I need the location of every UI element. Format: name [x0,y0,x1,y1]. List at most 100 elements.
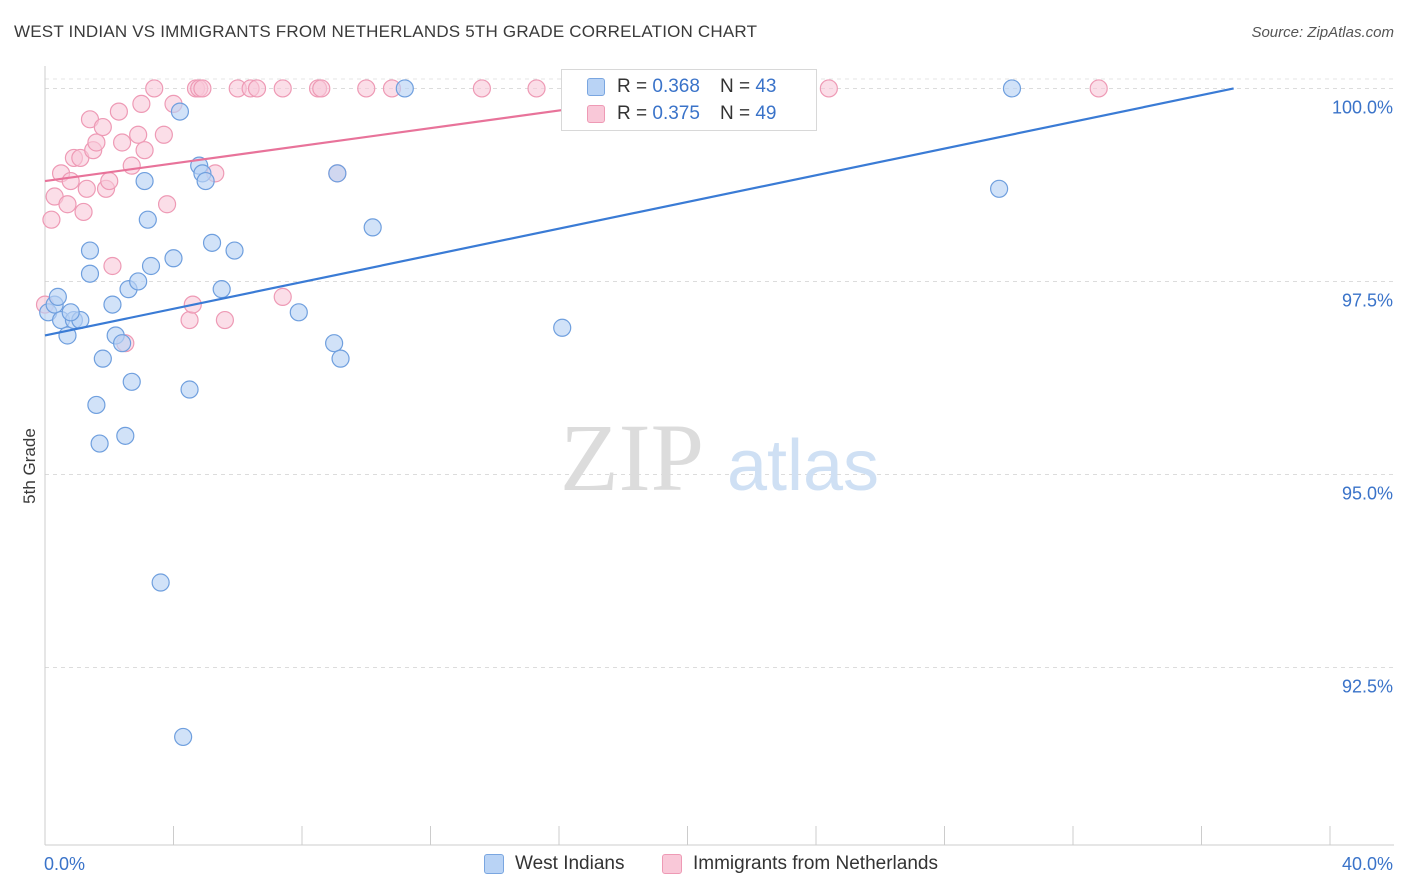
point-west-indians [141,256,161,276]
y-tick-label: 92.5% [1342,676,1393,696]
trend-line-west-indians [44,87,1234,337]
point-netherlands [472,79,491,98]
point-west-indians [180,380,199,399]
point-netherlands [154,125,173,144]
tick-labels: 92.5% 95.0% 97.5% 100.0% 0.0% 40.0% [44,97,1393,874]
point-west-indians [363,218,382,237]
point-netherlands [103,256,122,276]
point-west-indians [129,272,148,291]
point-netherlands [180,310,199,330]
point-west-indians [135,171,154,191]
legend-n-value: 43 [755,76,777,97]
legend-r-value: 0.375 [652,103,700,124]
point-west-indians [395,79,414,98]
y-tick-label: 100.0% [1332,97,1393,117]
point-west-indians [164,249,183,268]
point-west-indians [553,318,572,337]
point-west-indians [225,241,244,260]
point-netherlands [527,79,546,98]
x-tick-label-max: 40.0% [1342,854,1393,874]
source-label: Source: ZipAtlas.com [1251,24,1394,41]
watermark-atlas: atlas [727,426,879,506]
point-netherlands [247,79,267,98]
point-west-indians [289,303,308,322]
correlation-legend: R = 0.368 N = 43 R = 0.375 N = 49 [561,69,817,131]
point-west-indians [80,241,100,260]
point-west-indians [48,287,67,306]
point-west-indians [122,372,141,391]
bottom-legend-west-indians: West Indians [484,851,624,877]
point-west-indians [93,349,112,368]
point-west-indians [116,426,135,445]
bottom-legend-swatch-pink [662,854,682,874]
legend-n-label: N = [719,76,751,97]
point-west-indians [328,164,347,183]
point-west-indians [151,573,170,592]
legend-r-label: R = [617,103,648,124]
y-tick-label: 95.0% [1342,483,1393,503]
point-netherlands [273,79,292,98]
x-tick-label-min: 0.0% [44,854,85,874]
point-west-indians [112,334,132,353]
point-netherlands [109,102,128,121]
point-netherlands [193,79,212,98]
point-west-indians [325,334,344,353]
series-west-indians [39,79,1022,747]
point-netherlands [100,171,119,191]
watermark-zip: ZIP [560,404,704,511]
point-west-indians [196,171,215,191]
chart-title: WEST INDIAN VS IMMIGRANTS FROM NETHERLAN… [14,22,758,41]
point-netherlands [61,171,80,191]
point-netherlands [129,125,148,144]
legend-row-west-indians: R = 0.368 N = 43 [562,74,776,100]
point-west-indians [61,303,80,322]
legend-n-label: N = [719,103,751,124]
point-netherlands [122,156,141,175]
point-west-indians [80,264,100,283]
point-netherlands [42,210,61,229]
series-immigrants-from-netherlands [35,79,1108,353]
legend-swatch-pink [587,105,605,123]
y-tick-label: 97.5% [1342,290,1393,310]
point-west-indians [212,280,231,299]
point-netherlands [357,79,376,98]
bottom-legend-label: Immigrants from Netherlands [693,853,938,874]
point-netherlands [273,287,292,306]
point-west-indians [90,434,109,453]
point-netherlands [112,133,132,152]
bottom-legend-label: West Indians [515,853,625,874]
point-west-indians [87,395,106,415]
point-netherlands [74,202,93,222]
legend-r-label: R = [617,76,648,97]
point-west-indians [138,210,157,229]
point-west-indians [331,349,350,368]
legend-n-value: 49 [755,103,777,124]
legend-row-netherlands: R = 0.375 N = 49 [562,101,776,127]
point-netherlands [58,195,77,214]
y-axis-label: 5th Grade [20,428,39,504]
point-west-indians [990,179,1009,198]
point-netherlands [819,79,838,98]
point-west-indians [1002,79,1022,98]
legend-swatch-blue [587,78,605,96]
point-netherlands [312,79,331,98]
bottom-legend-swatch-blue [484,854,504,874]
gridlines [45,78,1394,668]
bottom-legend-netherlands: Immigrants from Netherlands [662,851,938,877]
point-netherlands [1089,79,1108,98]
point-netherlands [145,79,164,98]
axes [44,66,1394,846]
point-west-indians [103,295,122,314]
point-west-indians [202,233,222,252]
point-west-indians [174,727,193,747]
point-netherlands [135,141,154,160]
point-netherlands [132,94,151,113]
point-netherlands [87,133,106,152]
point-netherlands [215,310,234,330]
point-netherlands [157,195,177,214]
point-netherlands [93,117,112,137]
point-netherlands [77,179,96,198]
point-west-indians [170,102,190,121]
legend-r-value: 0.368 [652,76,700,97]
